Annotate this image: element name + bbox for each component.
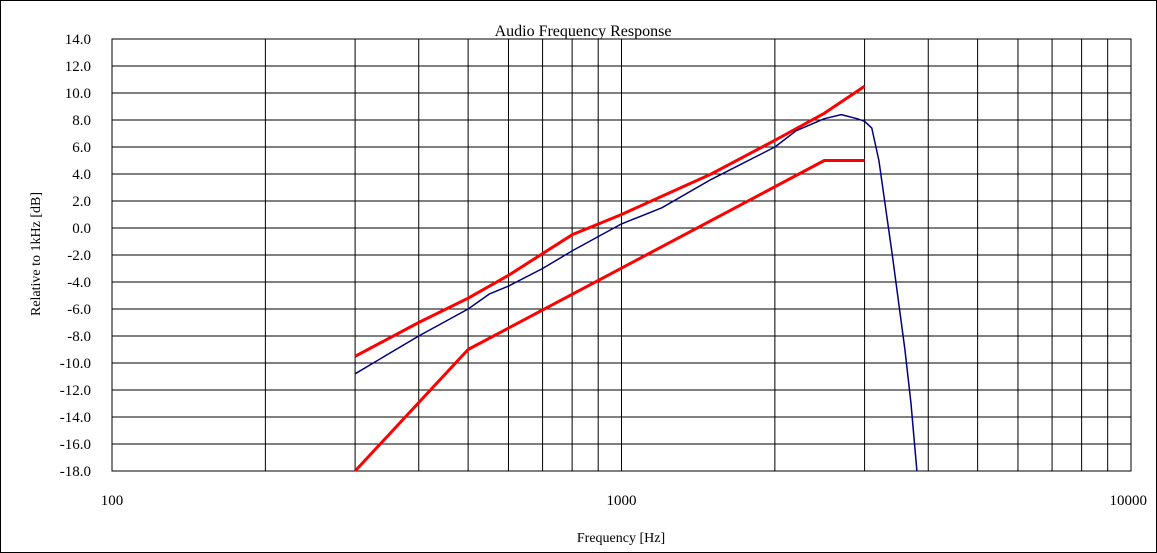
y-tick-label: -10.0 <box>60 356 91 372</box>
series-line-1 <box>354 85 866 358</box>
series-line-2 <box>354 159 865 473</box>
y-tick-label: 10.0 <box>65 86 91 102</box>
y-tick-label: -16.0 <box>60 437 91 453</box>
x-tick-label: 100 <box>101 493 124 509</box>
y-tick-label: 14.0 <box>65 32 91 48</box>
y-axis-label: Relative to 1kHz [dB] <box>29 192 44 316</box>
y-tick-label: 12.0 <box>65 59 91 75</box>
y-tick-label: -6.0 <box>67 302 91 318</box>
y-tick-labels: 14.0 12.0 10.0 8.0 6.0 4.0 2.0 0.0 -2.0 -4.0 -6.0 -… <box>60 32 91 480</box>
y-tick-label: 2.0 <box>72 194 91 210</box>
y-tick-label: -12.0 <box>60 383 91 399</box>
series-group <box>354 85 918 473</box>
y-tick-label: -14.0 <box>60 410 91 426</box>
x-tick-labels: 100 1000 10000 <box>101 493 1147 509</box>
series-line-3 <box>354 113 918 472</box>
y-tick-label: 4.0 <box>72 167 91 183</box>
chart-title: Audio Frequency Response <box>495 23 672 40</box>
y-tick-label: -8.0 <box>67 329 91 345</box>
y-tick-label: -2.0 <box>67 248 91 264</box>
x-tick-label: 1000 <box>607 493 637 509</box>
y-tick-label: 8.0 <box>72 113 91 129</box>
y-tick-label: -4.0 <box>67 275 91 291</box>
y-tick-label: 0.0 <box>72 221 91 237</box>
y-tick-label: 6.0 <box>72 140 91 156</box>
x-tick-label: 10000 <box>1110 493 1148 509</box>
grid-lines <box>112 38 1131 472</box>
plot-area-border <box>111 38 1132 472</box>
x-axis-label: Frequency [Hz] <box>577 531 665 546</box>
y-tick-label: -18.0 <box>60 464 91 480</box>
